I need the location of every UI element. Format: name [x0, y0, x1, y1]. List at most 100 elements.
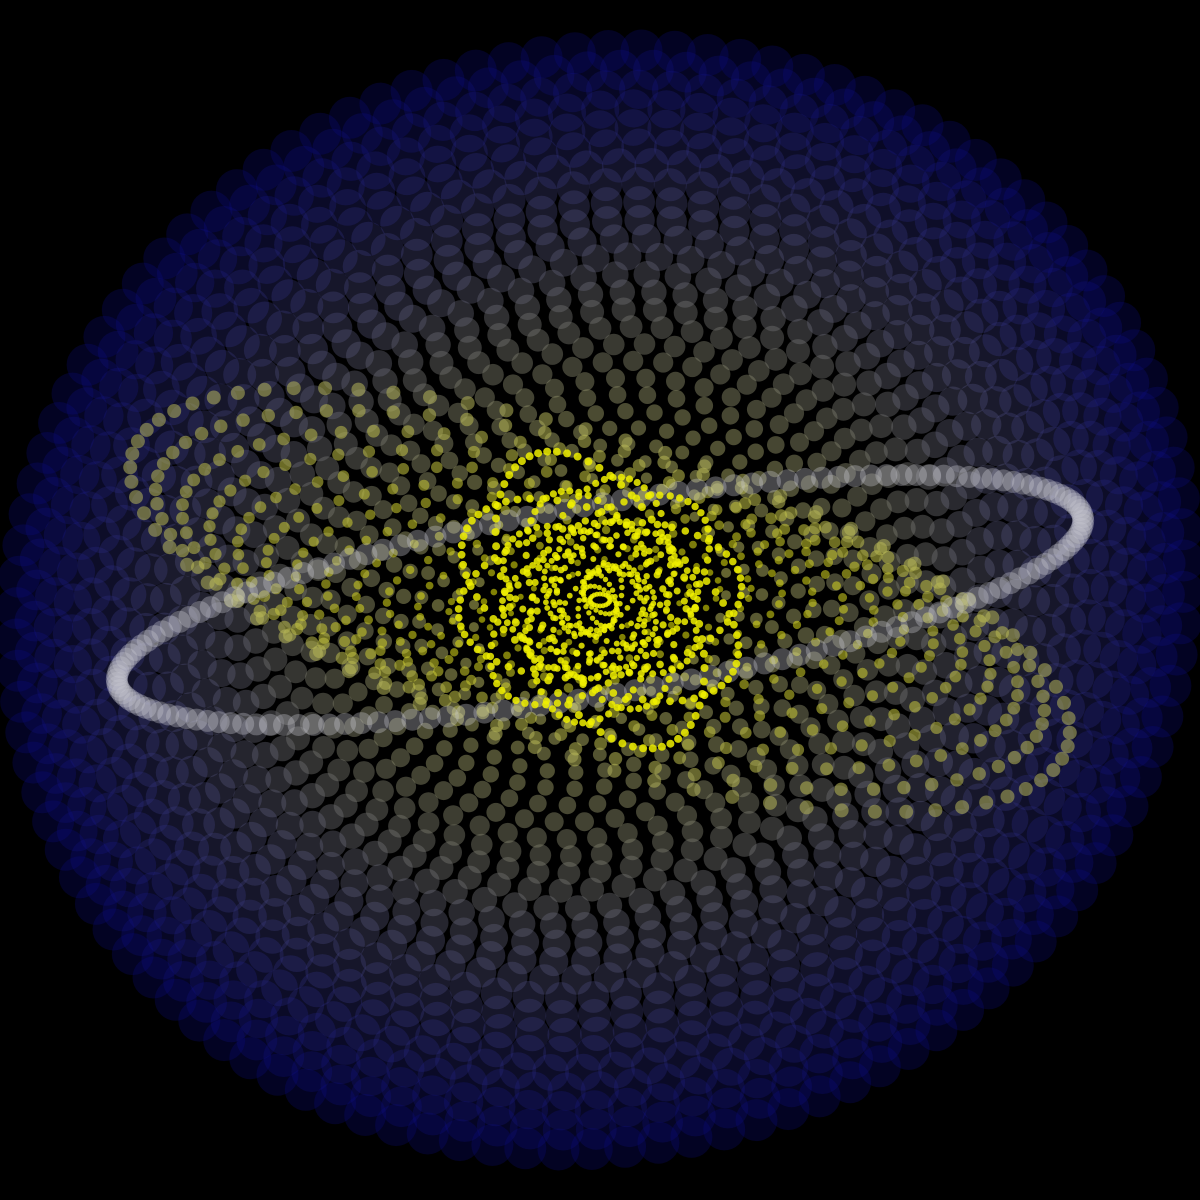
- outer-dot: [698, 921, 728, 951]
- ring-dot: [722, 474, 745, 497]
- core-dot: [629, 597, 636, 604]
- swirl-dot: [450, 648, 459, 657]
- outer-dot: [822, 599, 841, 618]
- outer-dot: [220, 831, 253, 864]
- outer-dot: [270, 997, 309, 1036]
- outer-dot: [420, 908, 449, 937]
- outer-dot: [323, 901, 354, 932]
- outer-dot: [545, 999, 579, 1033]
- swirl-dot: [180, 526, 193, 540]
- outer-dot: [703, 1108, 746, 1151]
- outer-dot: [950, 311, 984, 345]
- swirl-dot: [395, 636, 405, 646]
- core-dot: [559, 511, 567, 520]
- outer-dot: [497, 822, 518, 844]
- outer-dot: [112, 577, 147, 612]
- outer-dot: [1056, 869, 1099, 912]
- core-dot: [716, 626, 724, 635]
- outer-dot: [991, 918, 1032, 960]
- core-dot: [505, 471, 514, 479]
- ring-dot: [992, 469, 1015, 492]
- outer-dot: [839, 115, 879, 156]
- swirl-dot: [366, 466, 378, 478]
- outer-dot: [486, 400, 506, 420]
- core-dot: [523, 569, 531, 577]
- outer-dot: [891, 164, 930, 203]
- outer-dot: [307, 350, 337, 380]
- core-dot: [602, 668, 610, 675]
- swirl-dot: [342, 517, 353, 528]
- core-dot: [500, 566, 508, 574]
- outer-dot: [186, 621, 216, 651]
- core-dot: [635, 704, 643, 713]
- outer-dot: [169, 575, 201, 607]
- outer-dot: [205, 630, 234, 659]
- outer-dot: [962, 498, 991, 527]
- core-dot: [456, 596, 465, 604]
- outer-dot: [838, 820, 867, 848]
- outer-dot: [779, 154, 816, 190]
- core-dot: [661, 521, 669, 529]
- swirl-dot: [498, 418, 513, 433]
- swirl-dot: [565, 638, 573, 646]
- core-dot: [575, 570, 582, 577]
- outer-dot: [970, 200, 1011, 240]
- ring-dot: [1070, 502, 1093, 525]
- outer-dot: [955, 471, 984, 500]
- outer-dot: [774, 132, 812, 170]
- outer-dot: [402, 368, 427, 393]
- core-dot: [610, 565, 617, 572]
- ring-dot: [1059, 489, 1082, 512]
- outer-dot: [710, 440, 726, 456]
- core-dot: [551, 582, 558, 589]
- outer-dot: [56, 758, 97, 798]
- outer-dot: [924, 336, 955, 367]
- outer-dot: [906, 875, 941, 910]
- core-dot: [529, 562, 536, 569]
- swirl-dot: [652, 545, 660, 554]
- outer-dot: [966, 220, 1005, 259]
- core-dot: [603, 638, 610, 644]
- core-dot: [493, 556, 502, 565]
- outer-dot: [680, 320, 704, 343]
- swirl-dot: [882, 758, 896, 772]
- outer-dot: [1046, 224, 1089, 267]
- swirl-dot: [445, 608, 453, 616]
- core-dot: [693, 635, 701, 643]
- core-dot: [568, 525, 577, 534]
- outer-dot: [347, 292, 379, 324]
- swirl-dot: [739, 497, 752, 510]
- swirl-dot: [882, 563, 894, 575]
- core-dot: [619, 584, 625, 591]
- outer-dot: [923, 490, 950, 517]
- outer-dot: [862, 169, 899, 207]
- outer-dot: [609, 1106, 650, 1148]
- outer-dot: [1091, 814, 1134, 857]
- core-dot: [544, 605, 551, 611]
- outer-dot: [972, 857, 1010, 895]
- outer-dot: [1091, 540, 1128, 577]
- outer-dot: [805, 122, 845, 162]
- swirl-dot: [319, 404, 334, 418]
- outer-dot: [512, 758, 528, 774]
- core-dot: [468, 516, 476, 525]
- swirl-dot: [627, 554, 635, 562]
- outer-dot: [904, 314, 935, 346]
- outer-dot: [1074, 842, 1117, 885]
- outer-dot: [985, 897, 1025, 938]
- outer-dot: [1062, 392, 1099, 430]
- outer-dot: [94, 565, 130, 601]
- outer-dot: [782, 842, 809, 869]
- outer-dot: [474, 387, 495, 408]
- outer-dot: [670, 1115, 713, 1158]
- swirl-dot: [418, 646, 428, 656]
- outer-dot: [762, 68, 804, 110]
- core-dot: [543, 529, 552, 537]
- ring-dot: [1069, 499, 1092, 521]
- outer-dot: [72, 638, 110, 676]
- outer-dot: [726, 873, 753, 900]
- swirl-dot: [185, 396, 200, 411]
- outer-dot: [27, 723, 69, 765]
- outer-dot: [1019, 526, 1052, 558]
- outer-dot: [881, 115, 923, 157]
